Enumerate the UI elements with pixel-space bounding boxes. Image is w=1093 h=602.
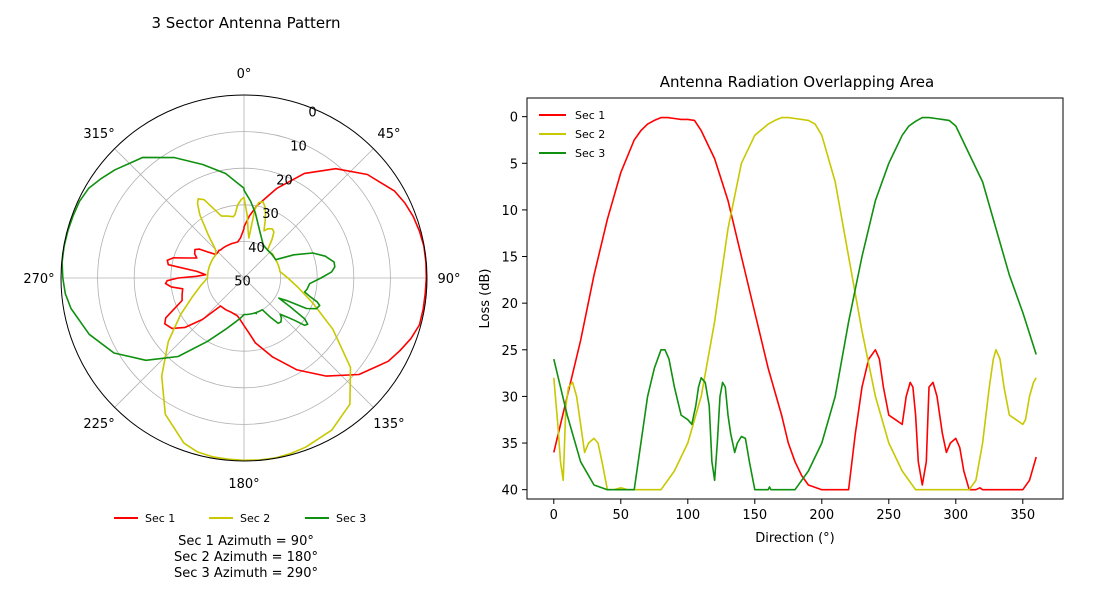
- x-tick-label: 150: [742, 508, 767, 523]
- y-tick-label: 0: [510, 111, 518, 126]
- line-series-sec2: [553, 116, 1037, 491]
- polar-theta-tick-label: 270°: [23, 272, 54, 287]
- legend-label-sec2: Sec 2: [240, 512, 270, 525]
- polar-theta-tick-label: 90°: [437, 272, 460, 287]
- legend-label-sec1: Sec 1: [145, 512, 175, 525]
- y-tick-label: 20: [501, 297, 518, 312]
- polar-r-tick-label: 30: [262, 207, 279, 222]
- polar-theta-tick-label: 180°: [228, 477, 259, 492]
- azimuth-note: Sec 2 Azimuth = 180°: [174, 550, 318, 565]
- polar-r-tick-label: 40: [248, 241, 265, 256]
- plot-frame: [526, 97, 1064, 500]
- polar-series-sec1: [164, 167, 428, 377]
- y-axis-ticks: 0 5 10 15 20 25 30 35 40: [501, 111, 527, 499]
- polar-series-sec2: [160, 196, 352, 462]
- line-chart: 0 50 100 150 200 250 300 350 0 5 10 15 20 25 30 35 40 D…: [478, 97, 1064, 546]
- line-chart-legend: Sec 1 Sec 2 Sec 3: [539, 109, 605, 160]
- x-tick-label: 350: [1010, 508, 1035, 523]
- polar-r-tick-labels: 0 10 20 30 40 50: [234, 106, 316, 290]
- y-tick-label: 30: [501, 390, 518, 405]
- polar-r-tick-label: 20: [276, 173, 293, 188]
- polar-series-sec3: [61, 156, 336, 362]
- x-axis-label: Direction (°): [755, 531, 835, 546]
- x-tick-label: 0: [550, 508, 558, 523]
- polar-theta-tick-label: 45°: [377, 127, 400, 142]
- polar-frame: [60, 94, 428, 462]
- x-tick-label: 300: [943, 508, 968, 523]
- y-tick-label: 5: [510, 157, 518, 172]
- azimuth-note: Sec 1 Azimuth = 90°: [178, 534, 314, 549]
- polar-theta-tick-label: 315°: [83, 127, 114, 142]
- line-chart-title: Antenna Radiation Overlapping Area: [660, 73, 934, 91]
- y-tick-label: 35: [501, 437, 518, 452]
- legend-label-sec3: Sec 3: [336, 512, 366, 525]
- polar-series-layer: [61, 156, 428, 462]
- x-axis-ticks: 0 50 100 150 200 250 300 350: [550, 499, 1035, 523]
- polar-chart-title: 3 Sector Antenna Pattern: [151, 14, 340, 32]
- y-axis-label: Loss (dB): [478, 269, 493, 329]
- azimuth-note: Sec 3 Azimuth = 290°: [174, 566, 318, 581]
- polar-legend: Sec 1 Sec 2 Sec 3: [114, 512, 366, 525]
- polar-chart: 0° 45° 90° 135° 180° 225° 270° 315° 0 10 20 30 40 50: [23, 67, 460, 492]
- y-tick-label: 15: [501, 251, 518, 266]
- line-series-layer: [553, 116, 1037, 491]
- polar-theta-tick-label: 135°: [373, 417, 404, 432]
- polar-grid-spoke: [114, 148, 245, 279]
- y-tick-label: 40: [501, 484, 518, 499]
- polar-grid-spoke: [243, 277, 374, 408]
- polar-r-tick-label: 10: [290, 139, 307, 154]
- x-tick-label: 50: [613, 508, 630, 523]
- line-legend-label-sec2: Sec 2: [575, 128, 605, 141]
- polar-grid-spoke: [243, 148, 374, 279]
- polar-grid-spoke: [114, 277, 245, 408]
- x-tick-label: 250: [876, 508, 901, 523]
- line-series-sec3: [553, 116, 1037, 491]
- polar-theta-tick-label: 0°: [237, 67, 252, 82]
- polar-r-tick-label: 0: [308, 106, 316, 121]
- polar-theta-tick-labels: 0° 45° 90° 135° 180° 225° 270° 315°: [23, 67, 460, 492]
- azimuth-annotations: Sec 1 Azimuth = 90°Sec 2 Azimuth = 180°S…: [174, 534, 318, 581]
- y-tick-label: 25: [501, 344, 518, 359]
- x-tick-label: 200: [809, 508, 834, 523]
- line-series-sec1: [553, 116, 1037, 491]
- line-legend-label-sec3: Sec 3: [575, 147, 605, 160]
- polar-r-tick-label: 50: [234, 275, 251, 290]
- y-tick-label: 10: [501, 204, 518, 219]
- polar-theta-tick-label: 225°: [83, 417, 114, 432]
- x-tick-label: 100: [675, 508, 700, 523]
- line-legend-label-sec1: Sec 1: [575, 109, 605, 122]
